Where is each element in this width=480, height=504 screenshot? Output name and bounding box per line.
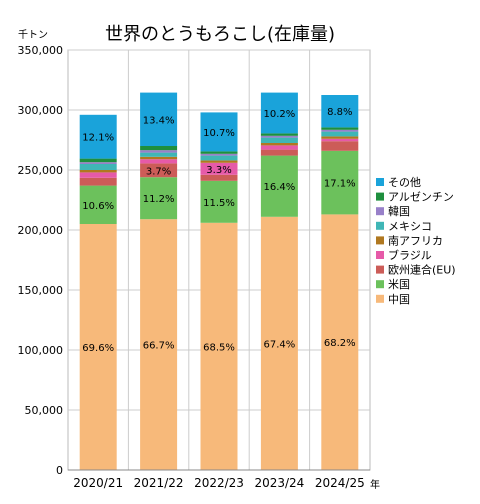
legend-swatch bbox=[376, 221, 384, 230]
legend-swatch bbox=[376, 236, 384, 245]
legend-label: 南アフリカ bbox=[388, 234, 443, 247]
x-tick-label: 2023/24 bbox=[254, 476, 304, 490]
bar-segment bbox=[260, 155, 298, 217]
data-label: 11.5% bbox=[203, 198, 235, 209]
bar-segment bbox=[140, 92, 178, 146]
data-label: 68.2% bbox=[324, 338, 356, 349]
bar-segment bbox=[321, 150, 359, 215]
bar-segment bbox=[79, 172, 117, 178]
bar-segment bbox=[200, 151, 238, 154]
x-tick-label: 2021/22 bbox=[134, 476, 184, 490]
bar-segment bbox=[321, 136, 359, 139]
legend-label: 米国 bbox=[388, 278, 410, 291]
legend-label: 韓国 bbox=[388, 205, 410, 218]
data-label: 3.3% bbox=[206, 165, 231, 176]
bar-segment bbox=[200, 160, 238, 163]
data-label: 10.2% bbox=[264, 109, 296, 120]
y-tick-label: 300,000 bbox=[18, 104, 64, 117]
data-label: 10.7% bbox=[203, 128, 235, 139]
legend-label: 欧州連合(EU) bbox=[388, 263, 456, 277]
bar-segment bbox=[140, 150, 178, 153]
data-label: 10.6% bbox=[82, 201, 114, 212]
bar-segment bbox=[140, 156, 178, 160]
bar-segment bbox=[321, 129, 359, 132]
bar-segment bbox=[79, 224, 117, 470]
bar-segment bbox=[260, 143, 298, 146]
data-label: 69.6% bbox=[82, 343, 114, 354]
legend-swatch bbox=[376, 294, 384, 303]
data-label: 66.7% bbox=[143, 341, 175, 352]
data-label: 13.4% bbox=[143, 115, 175, 126]
legend-label: アルゼンチン bbox=[388, 191, 454, 204]
data-label: 3.7% bbox=[146, 166, 171, 177]
legend-swatch bbox=[376, 251, 384, 259]
x-tick-label: 2022/23 bbox=[194, 476, 244, 490]
bar-segment bbox=[140, 159, 178, 164]
bar-segment bbox=[260, 133, 298, 136]
legend-swatch bbox=[376, 280, 384, 289]
legend-label: その他 bbox=[388, 176, 421, 189]
bar-segment bbox=[79, 114, 117, 159]
legend-label: ブラジル bbox=[388, 248, 432, 262]
bar-segment bbox=[79, 162, 117, 164]
bar-segment bbox=[321, 131, 359, 137]
legend-swatch bbox=[376, 265, 384, 274]
legend-swatch bbox=[376, 192, 384, 201]
data-label: 11.2% bbox=[143, 194, 175, 205]
data-label: 16.4% bbox=[264, 182, 296, 193]
bar-segment bbox=[260, 216, 298, 470]
data-label: 12.1% bbox=[82, 133, 114, 144]
y-tick-label: 250,000 bbox=[18, 164, 64, 177]
x-tick-label: 2024/25 bbox=[315, 476, 365, 490]
bar-segment bbox=[200, 174, 238, 181]
bar-segment bbox=[200, 180, 238, 223]
bar-segment bbox=[140, 219, 178, 470]
x-tick-label: 2020/21 bbox=[73, 476, 123, 490]
y-unit-label: 千トン bbox=[18, 29, 48, 41]
bar-segment bbox=[79, 185, 117, 224]
bar-segment bbox=[321, 127, 359, 130]
bar-segment bbox=[140, 152, 178, 157]
legend-swatch bbox=[376, 207, 384, 216]
y-tick-label: 150,000 bbox=[18, 284, 64, 297]
data-label: 8.8% bbox=[327, 107, 352, 118]
bar-segment bbox=[200, 112, 238, 152]
legend-swatch bbox=[376, 178, 384, 186]
y-tick-label: 0 bbox=[56, 464, 63, 477]
data-label: 68.5% bbox=[203, 342, 235, 353]
y-tick-label: 350,000 bbox=[18, 44, 64, 57]
bar-segment bbox=[321, 214, 359, 470]
bar-segment bbox=[140, 177, 178, 220]
bar-segment bbox=[79, 170, 117, 173]
bar-segment bbox=[321, 141, 359, 151]
bar-segment bbox=[260, 135, 298, 138]
bar-segment bbox=[321, 138, 359, 142]
data-label: 67.4% bbox=[264, 339, 296, 350]
y-tick-label: 200,000 bbox=[18, 224, 64, 237]
x-unit-label: 年 bbox=[370, 478, 380, 491]
bar-segment bbox=[79, 164, 117, 170]
bar-segment bbox=[200, 155, 238, 161]
bar-segment bbox=[79, 158, 117, 163]
bar-segment bbox=[260, 92, 298, 134]
bar-segment bbox=[260, 145, 298, 150]
y-tick-label: 100,000 bbox=[18, 344, 64, 357]
bar-segment bbox=[260, 137, 298, 143]
bar-segment bbox=[200, 153, 238, 156]
data-label: 17.1% bbox=[324, 179, 356, 190]
chart-title: 世界のとうもろこし(在庫量) bbox=[105, 24, 335, 45]
bar-segment bbox=[140, 163, 178, 178]
legend-label: メキシコ bbox=[388, 220, 432, 233]
y-tick-label: 50,000 bbox=[25, 404, 64, 417]
bar-segment bbox=[140, 146, 178, 151]
bar-segment bbox=[260, 149, 298, 156]
bar-segment bbox=[200, 222, 238, 470]
bar-segment bbox=[79, 177, 117, 186]
legend-label: 中国 bbox=[388, 293, 410, 306]
bar-segment bbox=[321, 95, 359, 128]
bar-segment bbox=[200, 162, 238, 175]
